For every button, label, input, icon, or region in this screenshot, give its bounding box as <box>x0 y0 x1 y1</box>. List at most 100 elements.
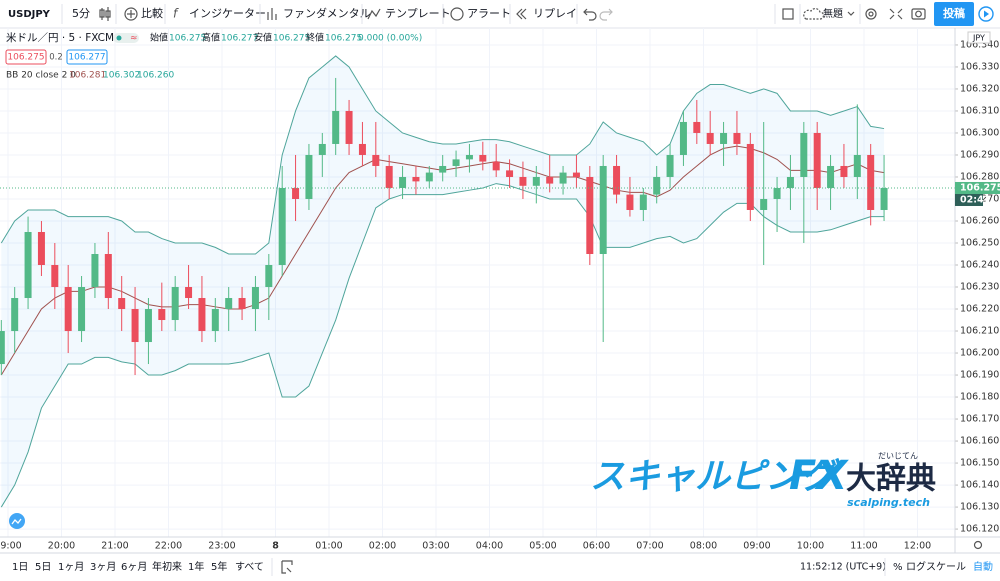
log-scale-toggle[interactable]: ログスケール <box>906 560 966 573</box>
y-tick-label: 106.310 <box>960 105 999 116</box>
candle-body <box>800 132 808 177</box>
range-button[interactable]: 5年 <box>211 560 227 573</box>
x-tick-label: 02:00 <box>369 541 396 552</box>
alert[interactable]: アラート <box>467 7 511 20</box>
countdown-tag <box>955 193 983 206</box>
auto-scale-toggle[interactable]: 自動 <box>973 560 993 573</box>
x-tick-label: 23:00 <box>208 541 235 552</box>
y-tick-label: 106.120 <box>960 524 999 535</box>
sell-price[interactable]: 106.275 <box>7 53 44 63</box>
candle-body <box>332 110 340 144</box>
candle-body <box>867 154 875 210</box>
candle-body <box>452 159 460 166</box>
play-button[interactable] <box>978 6 994 22</box>
replay-icon[interactable] <box>516 8 523 20</box>
alert-icon[interactable] <box>450 7 464 21</box>
candle-body <box>626 194 634 210</box>
toolbar <box>0 0 1000 28</box>
watermark-title: スキャルピング <box>590 457 841 497</box>
y-tick-label: 106.230 <box>960 282 999 293</box>
goto-date[interactable] <box>281 560 293 574</box>
snapshot[interactable] <box>915 10 922 18</box>
band-upper <box>0 55 885 255</box>
settings[interactable] <box>868 11 874 17</box>
snapshot[interactable] <box>911 8 926 20</box>
fullscreen[interactable] <box>889 8 903 20</box>
range-button[interactable]: 年初来 <box>152 560 182 573</box>
watermark-url: scalping.tech <box>847 496 930 509</box>
range-button[interactable]: 6ヶ月 <box>121 561 147 573</box>
layout-name[interactable]: 無題 <box>823 7 843 20</box>
interval[interactable]: 5分 <box>72 7 90 20</box>
candle-body <box>827 165 835 188</box>
candle-body <box>385 165 393 188</box>
replay-icon[interactable] <box>520 8 527 20</box>
range-button[interactable]: 1ヶ月 <box>58 561 84 573</box>
layout-menu[interactable] <box>847 11 855 16</box>
y-tick-label: 106.240 <box>960 260 999 271</box>
candle-body <box>51 265 59 288</box>
candle-body <box>211 309 219 332</box>
chart-style-button[interactable] <box>99 7 111 21</box>
range-button[interactable]: すべて <box>235 561 264 573</box>
candle-body <box>372 154 380 166</box>
replay[interactable]: リプレイ <box>533 7 577 20</box>
buy-button[interactable] <box>66 49 108 65</box>
candle-body <box>425 172 433 182</box>
templates-icon[interactable] <box>367 8 381 20</box>
candle-body <box>399 176 407 188</box>
indicators[interactable]: インジケーター <box>189 7 266 20</box>
templates[interactable]: テンプレート <box>385 7 451 20</box>
x-tick-label: 19:00 <box>0 541 22 552</box>
candle-body <box>24 231 32 299</box>
y-tick-label: 106.290 <box>960 149 999 160</box>
symbol[interactable]: USDJPY <box>8 9 51 20</box>
candle-body <box>773 187 781 199</box>
compare-icon[interactable] <box>124 7 138 21</box>
undo[interactable] <box>583 8 597 21</box>
y-tick-label: 106.170 <box>960 414 999 425</box>
candle-body <box>238 298 246 310</box>
change-value: 0.000 (0.00%) <box>358 34 422 44</box>
range-button[interactable]: 1年 <box>188 560 204 573</box>
buy-price[interactable]: 106.277 <box>68 53 105 63</box>
candle-body <box>265 265 273 288</box>
axis-settings[interactable] <box>973 540 983 550</box>
compare[interactable]: 比較 <box>141 7 163 20</box>
range-button[interactable]: 3ヶ月 <box>90 561 116 573</box>
y-tick-label: 106.320 <box>960 83 999 94</box>
candle-body <box>412 176 420 182</box>
y-tick-label: 106.160 <box>960 436 999 447</box>
fullscreen-toggle[interactable] <box>782 8 794 20</box>
publish-button[interactable] <box>934 2 974 26</box>
candle-body <box>278 187 286 266</box>
range-button[interactable]: 1日 <box>12 562 28 573</box>
candle-body <box>813 132 821 188</box>
candle-body <box>572 172 580 177</box>
range-button[interactable]: 5日 <box>35 562 51 573</box>
x-tick-label: 08:00 <box>690 541 717 552</box>
play-button[interactable] <box>984 10 989 18</box>
indicator-icon[interactable]: f <box>173 7 179 21</box>
cloud-icon[interactable] <box>803 8 825 20</box>
fundamentals[interactable]: ファンダメンタル <box>283 6 371 20</box>
settings[interactable] <box>865 8 877 20</box>
logo[interactable] <box>11 518 22 525</box>
fundamentals-icon[interactable] <box>267 8 277 20</box>
publish-label[interactable]: 投稿 <box>943 6 965 20</box>
sell-button[interactable] <box>5 49 47 65</box>
bb-upper: 106.302 <box>103 71 140 81</box>
y-tick-label: 106.180 <box>960 392 999 403</box>
bb-basis: 106.281 <box>69 71 106 81</box>
redo[interactable] <box>599 8 613 21</box>
percent-toggle[interactable]: % <box>893 562 903 573</box>
logo[interactable] <box>9 513 25 529</box>
watermark-dict: 大辞典 <box>846 462 936 497</box>
status-pill <box>113 33 139 43</box>
x-tick-label: 07:00 <box>636 541 663 552</box>
y-tick-label: 106.140 <box>960 480 999 491</box>
candle-body <box>559 172 567 184</box>
candle-body <box>613 165 621 195</box>
y-tick-label: 106.340 <box>960 39 999 50</box>
